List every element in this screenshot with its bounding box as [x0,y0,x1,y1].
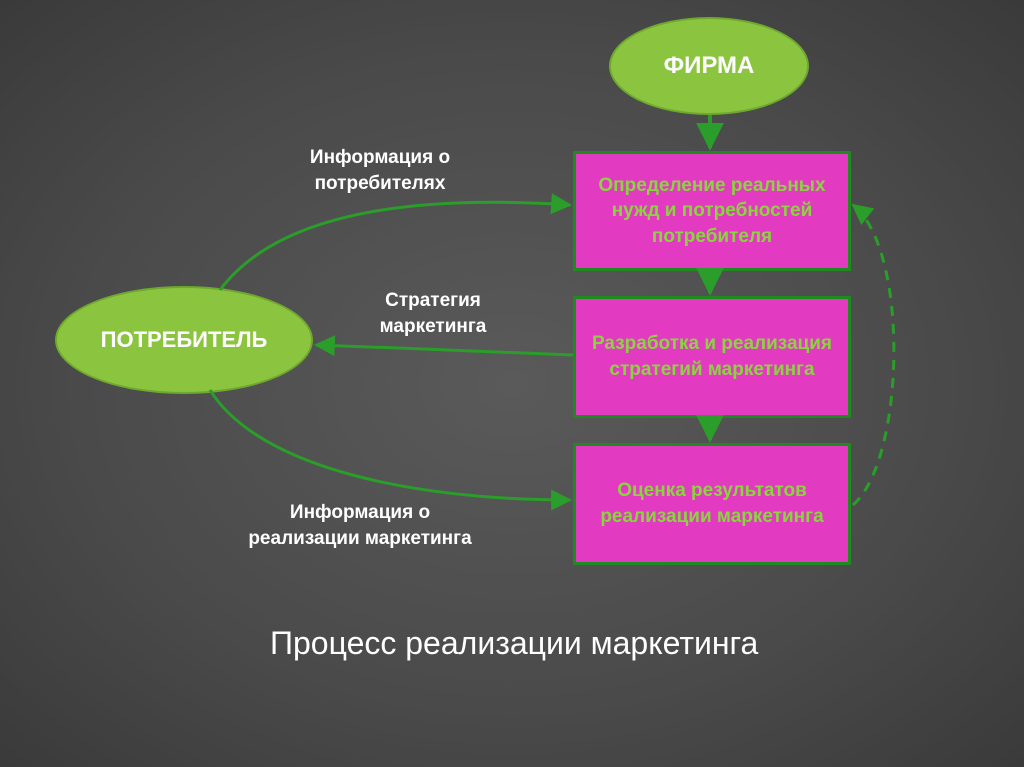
edge-label-info-realization: Информация о реализации маркетинга [245,500,475,551]
firma-node: ФИРМА [609,17,809,115]
edge-consumer-box3 [210,390,570,500]
box3-node: Оценка результатов реализации маркетинга [573,443,851,565]
box1-node: Определение реальных нужд и потребностей… [573,151,851,271]
box2-label: Разработка и реализация стратегий маркет… [582,331,842,382]
consumer-node: ПОТРЕБИТЕЛЬ [55,286,313,394]
edge-feedback [853,205,894,505]
consumer-label: ПОТРЕБИТЕЛЬ [101,327,268,353]
firma-label: ФИРМА [664,52,755,80]
edge-box2-consumer [316,345,573,355]
box2-node: Разработка и реализация стратегий маркет… [573,296,851,418]
diagram-title: Процесс реализации маркетинга [270,625,758,662]
box3-label: Оценка результатов реализации маркетинга [582,478,842,529]
box1-label: Определение реальных нужд и потребностей… [582,173,842,250]
edge-label-info-consumers: Информация о потребителях [270,145,490,196]
edge-consumer-box1 [220,202,570,290]
edge-label-strategy: Стратегия маркетинга [333,288,533,339]
